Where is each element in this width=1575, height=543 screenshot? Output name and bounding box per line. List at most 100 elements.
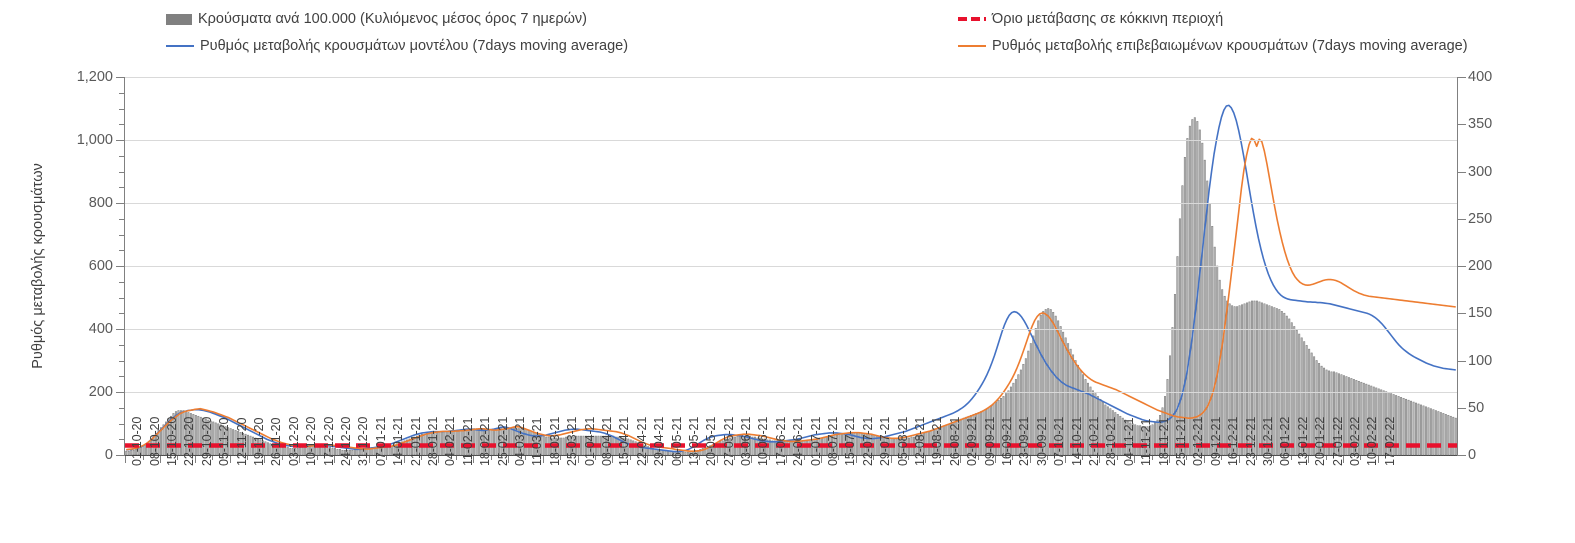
legend-item-red-zone-threshold[interactable]: Όριο μετάβασης σε κόκκινη περιοχή (958, 12, 1223, 27)
x-axis-tick-mark (1221, 456, 1223, 460)
x-axis-tick-mark (1203, 456, 1205, 463)
bar (202, 417, 205, 456)
x-axis-tick-mark (664, 456, 666, 460)
bar (1427, 407, 1430, 456)
bar (1424, 406, 1427, 456)
bar (634, 441, 637, 456)
bar (997, 399, 1000, 456)
bar (1032, 335, 1035, 456)
bar (244, 433, 247, 456)
bar (1176, 256, 1179, 456)
bar (1328, 370, 1331, 456)
y-axis-tick-mark-right (1457, 266, 1466, 267)
bar (1193, 117, 1196, 456)
gridline (125, 329, 1457, 330)
bar (348, 449, 351, 456)
bar (341, 449, 344, 456)
bar (1308, 348, 1311, 456)
x-axis-tick-mark (403, 456, 405, 463)
y-axis-minor-tick-left (119, 297, 125, 299)
y-axis-minor-tick-left (119, 171, 125, 173)
x-axis-tick-mark (647, 456, 649, 463)
y-axis-tick-label-left: 0 (104, 447, 113, 463)
y-axis-tick-label-right: 100 (1468, 352, 1493, 369)
x-axis-tick-mark (1047, 456, 1049, 460)
x-axis-tick-mark (681, 456, 683, 463)
bar (1141, 426, 1144, 456)
bar (1186, 138, 1189, 456)
bar (1337, 373, 1340, 456)
bar (1084, 379, 1087, 456)
bar (135, 449, 138, 456)
bar (1320, 365, 1323, 456)
bar (266, 442, 269, 456)
bar (165, 421, 167, 456)
bar (1019, 369, 1022, 456)
bar (721, 440, 724, 456)
x-axis-tick-mark (1116, 456, 1118, 460)
bar (1419, 404, 1422, 456)
bar (1375, 387, 1378, 456)
y-axis-minor-tick-left (119, 281, 125, 283)
bar (1263, 303, 1266, 456)
bar (1201, 142, 1204, 456)
bar (1233, 306, 1236, 456)
bar (1159, 415, 1162, 456)
bar (1124, 419, 1127, 456)
y-axis-tick-mark-left (116, 392, 125, 393)
bar (632, 440, 635, 456)
legend-item-confirmed-rate[interactable]: Ρυθμός μεταβολής επιβεβαιωμένων κρουσμάτ… (958, 39, 1468, 54)
x-axis-tick-mark (1360, 456, 1362, 460)
bar (1047, 308, 1050, 456)
bar (1370, 385, 1373, 456)
bar (473, 428, 476, 456)
x-axis-tick-mark (351, 456, 353, 460)
x-axis-tick-mark (1151, 456, 1153, 460)
bar (1415, 402, 1417, 456)
x-axis-tick-mark (247, 456, 248, 460)
bar (1191, 119, 1194, 456)
y-axis-minor-tick-left (119, 407, 125, 409)
bar (1121, 417, 1124, 456)
bar (699, 449, 702, 456)
x-axis-tick-mark (1273, 456, 1275, 463)
y-axis-tick-label-right: 150 (1468, 305, 1493, 322)
y-axis-tick-mark-right (1457, 124, 1466, 126)
bar (1171, 327, 1174, 456)
y-axis-tick-label-right: 200 (1468, 258, 1493, 274)
bar-swatch-icon (166, 13, 192, 25)
gridline (125, 140, 1457, 141)
bar (162, 424, 165, 456)
bar (920, 433, 923, 456)
x-axis-tick-mark (612, 456, 614, 463)
bar (1313, 356, 1316, 456)
legend-item-cases-per-100k[interactable]: Κρούσματα ανά 100.000 (Κυλιόμενος μέσος … (166, 12, 587, 27)
bar (1134, 424, 1137, 456)
legend-item-model-rate[interactable]: Ρυθμός μεταβολής κρουσμάτων μοντέλου (7d… (166, 39, 628, 54)
bar (1131, 423, 1134, 456)
bar (520, 428, 523, 456)
bar (1397, 396, 1400, 456)
y-axis-minor-tick-left (119, 92, 125, 94)
bar (249, 435, 252, 456)
bar (1213, 246, 1216, 456)
bar (197, 415, 200, 456)
bar (1273, 307, 1276, 456)
bar (1275, 308, 1278, 456)
bar (1072, 354, 1075, 456)
bar (1029, 343, 1032, 456)
x-axis-tick-mark (1255, 456, 1257, 460)
bar (261, 440, 264, 456)
bar (1037, 320, 1040, 456)
x-axis-tick-mark (751, 456, 753, 463)
bar (1265, 304, 1268, 456)
gridline (125, 392, 1457, 393)
bar (1350, 378, 1353, 456)
bar (1000, 397, 1002, 456)
x-axis-tick-mark (1029, 456, 1031, 463)
bar (1258, 301, 1261, 456)
bar (1429, 408, 1432, 456)
bar (182, 410, 185, 456)
bar (1188, 125, 1191, 456)
